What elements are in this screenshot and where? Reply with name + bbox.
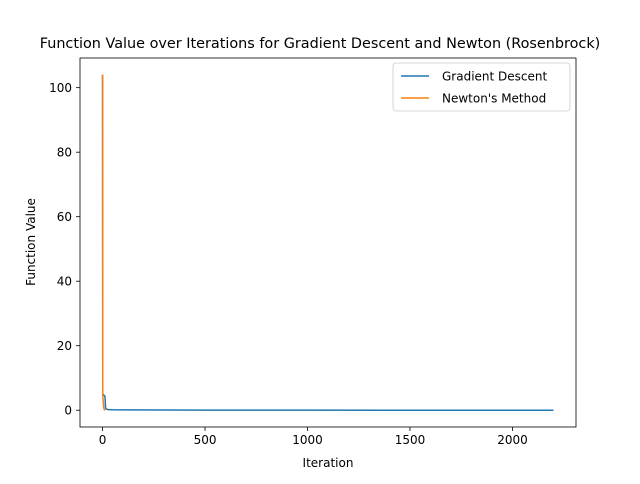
x-axis-label: Iteration (303, 456, 354, 470)
y-tick-label: 60 (57, 210, 72, 224)
y-tick-label: 20 (57, 339, 72, 353)
legend-label: Gradient Descent (442, 70, 548, 84)
y-tick-label: 40 (57, 275, 72, 289)
plot-area (101, 74, 554, 411)
y-axis-label: Function Value (24, 198, 38, 286)
axes-border (79, 57, 577, 428)
legend-box (392, 62, 571, 112)
y-axis-ticks: 0 20 40 60 80 100 (49, 81, 80, 418)
x-tick-label: 1500 (395, 433, 426, 447)
axes-frame (79, 57, 577, 428)
legend: Gradient Descent Newton's Method (392, 62, 571, 112)
legend-label: Newton's Method (442, 92, 546, 106)
chart-title: Function Value over Iterations for Gradi… (40, 36, 601, 52)
y-tick-label: 0 (64, 404, 72, 418)
y-tick-label: 100 (49, 81, 72, 95)
x-tick-label: 1000 (292, 433, 323, 447)
y-tick-label: 80 (57, 146, 72, 160)
x-tick-label: 0 (99, 433, 107, 447)
x-tick-label: 2000 (497, 433, 528, 447)
series-line-gradient-descent (101, 74, 554, 411)
series-line-newtons-method (101, 74, 106, 411)
x-tick-label: 500 (194, 433, 217, 447)
x-axis-ticks: 0 500 1000 1500 2000 (99, 427, 528, 447)
